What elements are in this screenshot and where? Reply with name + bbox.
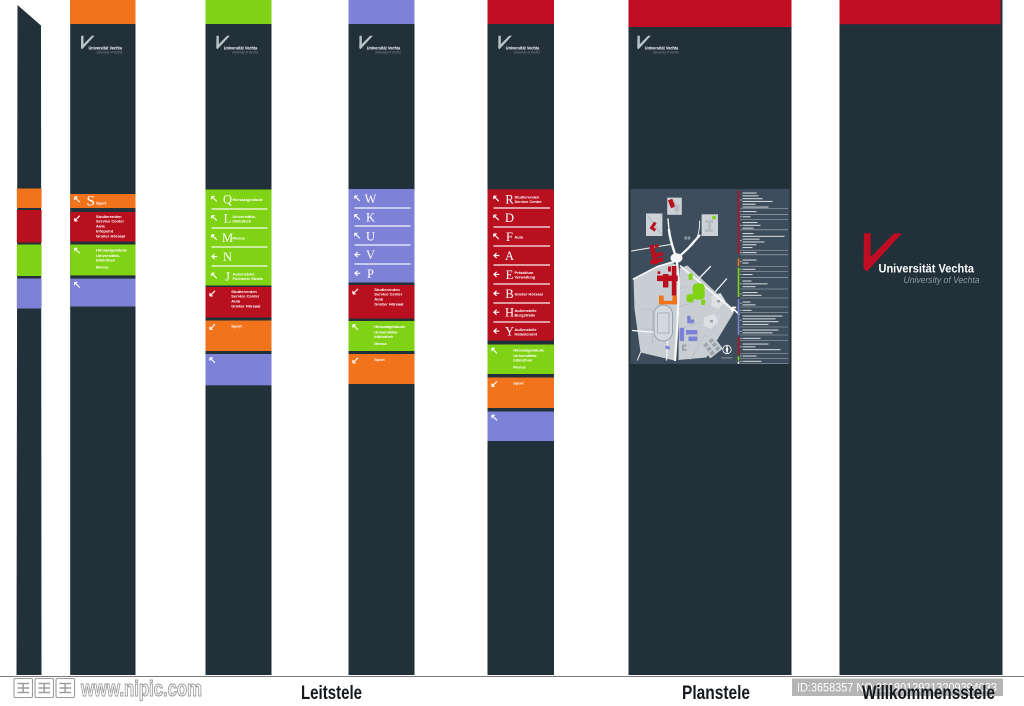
- svg-text:Außenstelle: Außenstelle: [515, 308, 538, 313]
- svg-text:Großer Hörsaal: Großer Hörsaal: [96, 234, 125, 239]
- svg-text:H: H: [505, 306, 514, 320]
- svg-text:bibliothek: bibliothek: [374, 334, 394, 339]
- svg-text:Service Center: Service Center: [231, 293, 259, 298]
- svg-text:Hörsaalgebäude: Hörsaalgebäude: [233, 197, 264, 202]
- svg-text:University of Vechta: University of Vechta: [96, 51, 122, 55]
- svg-text:ID:3658357 NO:2018012921320939: ID:3658357 NO:20180129213209394033: [797, 683, 997, 695]
- svg-text:Studierenden: Studierenden: [374, 287, 400, 292]
- svg-text:D: D: [505, 211, 514, 225]
- svg-text:F: F: [506, 230, 513, 244]
- svg-text:Außenstelle: Außenstelle: [515, 327, 538, 332]
- svg-text:Studierenden: Studierenden: [96, 214, 122, 219]
- svg-text:L: L: [224, 212, 232, 226]
- svg-text:Sport: Sport: [231, 324, 242, 329]
- svg-text:Willkommensstele: Willkommensstele: [862, 683, 995, 704]
- svg-text:Großer Hörsaal: Großer Hörsaal: [374, 302, 403, 307]
- svg-text:U: U: [366, 229, 375, 243]
- svg-text:W: W: [365, 192, 377, 206]
- svg-text:Service Center: Service Center: [96, 218, 124, 223]
- svg-text:University of Vechta: University of Vechta: [514, 51, 540, 55]
- svg-text:Universität Vechta: Universität Vechta: [89, 46, 123, 51]
- svg-text:University of Vechta: University of Vechta: [375, 51, 401, 55]
- svg-text:Hörsaalgebäude: Hörsaalgebäude: [513, 348, 545, 353]
- svg-text:Mensa: Mensa: [233, 236, 246, 241]
- svg-text:Mensa: Mensa: [513, 364, 526, 369]
- svg-text:Q: Q: [223, 193, 232, 207]
- svg-text:Sport: Sport: [374, 357, 385, 362]
- svg-text:Leitstele: Leitstele: [301, 683, 362, 704]
- svg-text:K: K: [366, 211, 375, 225]
- svg-text:bibliothek: bibliothek: [513, 358, 533, 363]
- svg-text:Großer Hörsaal: Großer Hörsaal: [231, 304, 260, 309]
- svg-text:Studierenden: Studierenden: [515, 195, 540, 200]
- svg-text:Hörsaalgebäude: Hörsaalgebäude: [96, 248, 128, 253]
- svg-text:R: R: [505, 192, 514, 206]
- svg-text:Universitäts-: Universitäts-: [233, 214, 257, 219]
- svg-text:Studierenden: Studierenden: [231, 289, 257, 294]
- svg-text:P: P: [367, 267, 374, 281]
- svg-text:Aula: Aula: [515, 235, 524, 240]
- svg-text:Mensa: Mensa: [374, 341, 387, 346]
- svg-text:Großer Hörsaal: Großer Hörsaal: [515, 291, 543, 296]
- svg-text:Aula: Aula: [231, 299, 240, 304]
- svg-text:Präsidium: Präsidium: [515, 270, 534, 275]
- svg-text:Y: Y: [505, 325, 514, 339]
- svg-text:University of Vechta: University of Vechta: [904, 275, 980, 285]
- svg-text:B: B: [505, 287, 513, 301]
- svg-text:Hörsaalgebäude: Hörsaalgebäude: [374, 324, 406, 329]
- svg-text:V: V: [366, 248, 375, 262]
- svg-text:University of Vechta: University of Vechta: [653, 51, 679, 55]
- svg-text:Sport: Sport: [96, 201, 107, 206]
- svg-text:Füchteler Straße: Füchteler Straße: [233, 276, 265, 281]
- svg-text:Service Center: Service Center: [374, 291, 402, 296]
- svg-text:Sport: Sport: [513, 381, 524, 386]
- svg-text:bibliothek: bibliothek: [96, 258, 116, 263]
- svg-text:J: J: [225, 269, 230, 283]
- svg-text:University of Vechta: University of Vechta: [232, 51, 258, 55]
- svg-text:Aula: Aula: [96, 224, 105, 229]
- svg-text:E: E: [506, 268, 514, 282]
- svg-text:Katasteramt: Katasteramt: [515, 331, 538, 336]
- svg-text:www.nipic.com: www.nipic.com: [80, 676, 202, 701]
- svg-text:Universität Vechta: Universität Vechta: [367, 46, 401, 51]
- svg-text:M: M: [222, 231, 233, 245]
- svg-text:Infopoint: Infopoint: [96, 229, 114, 234]
- svg-text:Universität Vechta: Universität Vechta: [879, 264, 975, 276]
- svg-text:N: N: [223, 250, 232, 264]
- svg-text:Mensa: Mensa: [96, 264, 109, 269]
- svg-text:Verwaltung: Verwaltung: [515, 275, 536, 280]
- svg-text:Universität Vechta: Universität Vechta: [506, 46, 540, 51]
- svg-text:bibliothek: bibliothek: [233, 219, 252, 224]
- svg-text:Burgstraße: Burgstraße: [515, 313, 537, 318]
- svg-text:Außenstelle: Außenstelle: [233, 272, 256, 277]
- svg-text:Universität Vechta: Universität Vechta: [645, 46, 679, 51]
- svg-text:Aula: Aula: [374, 297, 383, 302]
- svg-text:Universitäts-: Universitäts-: [96, 253, 121, 258]
- svg-text:Universitäts-: Universitäts-: [513, 353, 538, 358]
- svg-text:A: A: [505, 249, 514, 263]
- svg-text:Universitäts-: Universitäts-: [374, 329, 399, 334]
- svg-text:Universität Vechta: Universität Vechta: [224, 46, 258, 51]
- svg-text:S: S: [87, 194, 95, 210]
- svg-text:Service Center: Service Center: [515, 199, 543, 204]
- svg-text:Planstele: Planstele: [682, 683, 750, 704]
